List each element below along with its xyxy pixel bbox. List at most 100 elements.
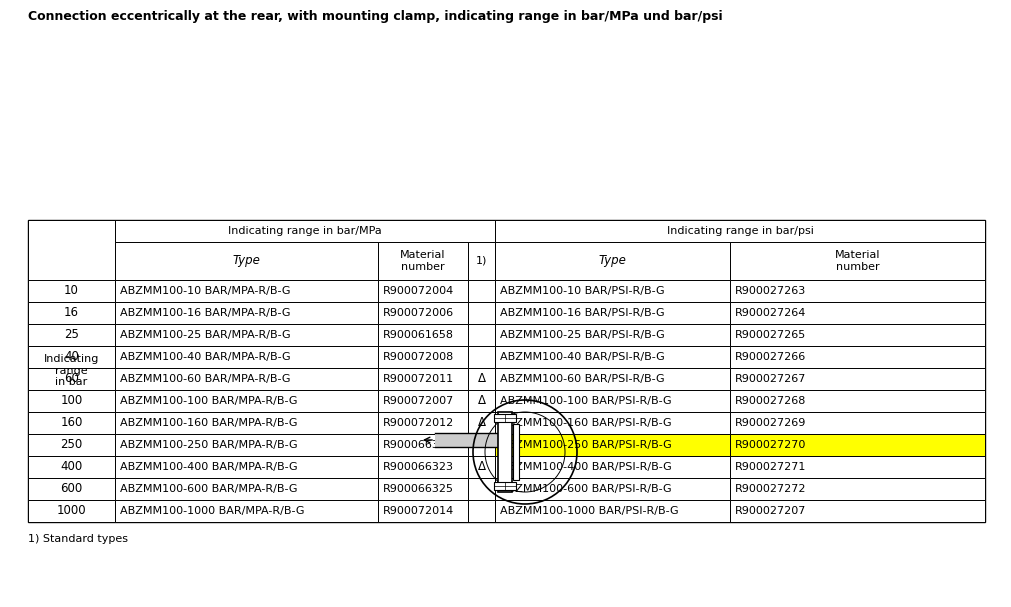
- Bar: [493, 414, 516, 422]
- Text: ABZMM100-250 BAR/PSI-R/B-G: ABZMM100-250 BAR/PSI-R/B-G: [499, 439, 671, 450]
- Bar: [28, 302, 115, 324]
- Bar: [494, 368, 729, 390]
- Bar: [115, 500, 378, 522]
- Bar: [28, 368, 115, 390]
- Bar: [115, 280, 378, 302]
- Bar: [467, 324, 494, 346]
- Bar: [467, 434, 494, 456]
- Bar: [494, 242, 729, 280]
- Text: R900072011: R900072011: [382, 374, 454, 384]
- Text: R900027269: R900027269: [734, 418, 806, 428]
- Bar: [28, 478, 115, 500]
- Text: 60: 60: [64, 372, 79, 385]
- Bar: [513, 424, 519, 480]
- Bar: [28, 324, 115, 346]
- Bar: [378, 280, 467, 302]
- Text: R900027264: R900027264: [734, 308, 806, 317]
- Text: 1) Standard types: 1) Standard types: [28, 534, 127, 544]
- Text: ABZMM100-60 BAR/PSI-R/B-G: ABZMM100-60 BAR/PSI-R/B-G: [499, 374, 664, 384]
- Text: ABZMM100-600 BAR/PSI-R/B-G: ABZMM100-600 BAR/PSI-R/B-G: [499, 484, 671, 493]
- Text: 25: 25: [64, 328, 79, 341]
- Bar: [494, 346, 729, 368]
- Text: Type: Type: [598, 254, 626, 267]
- Text: 400: 400: [61, 460, 83, 473]
- Bar: [729, 500, 984, 522]
- Bar: [28, 220, 984, 522]
- Text: ABZMM100-25 BAR/MPA-R/B-G: ABZMM100-25 BAR/MPA-R/B-G: [120, 330, 290, 340]
- Text: 100: 100: [61, 394, 83, 407]
- Bar: [28, 500, 115, 522]
- Text: ABZMM100-160 BAR/MPA-R/B-G: ABZMM100-160 BAR/MPA-R/B-G: [120, 418, 297, 428]
- Text: R900027207: R900027207: [734, 506, 806, 516]
- Text: R900027266: R900027266: [734, 351, 806, 362]
- Bar: [28, 280, 115, 302]
- Text: Δ: Δ: [477, 438, 485, 451]
- Bar: [729, 242, 984, 280]
- Text: ABZMM100-600 BAR/MPA-R/B-G: ABZMM100-600 BAR/MPA-R/B-G: [120, 484, 297, 493]
- Bar: [378, 242, 467, 280]
- Bar: [494, 500, 729, 522]
- Text: R900072012: R900072012: [382, 418, 454, 428]
- Text: Connection eccentrically at the rear, with mounting clamp, indicating range in b: Connection eccentrically at the rear, wi…: [28, 10, 722, 24]
- Bar: [28, 434, 115, 456]
- Text: ABZMM100-16 BAR/MPA-R/B-G: ABZMM100-16 BAR/MPA-R/B-G: [120, 308, 290, 317]
- Bar: [28, 346, 115, 368]
- Text: Material
number: Material number: [400, 250, 445, 271]
- Text: R900027263: R900027263: [734, 286, 806, 296]
- Text: R900066325: R900066325: [382, 484, 454, 493]
- Bar: [378, 302, 467, 324]
- Bar: [115, 220, 494, 242]
- Text: Δ: Δ: [477, 394, 485, 407]
- Text: 600: 600: [61, 482, 83, 495]
- Bar: [467, 280, 494, 302]
- Bar: [115, 412, 378, 434]
- Bar: [729, 302, 984, 324]
- Bar: [115, 302, 378, 324]
- Bar: [467, 242, 494, 280]
- Text: ABZMM100-40 BAR/MPA-R/B-G: ABZMM100-40 BAR/MPA-R/B-G: [120, 351, 290, 362]
- Bar: [729, 434, 984, 456]
- Bar: [28, 456, 115, 478]
- Text: ABZMM100-60 BAR/MPA-R/B-G: ABZMM100-60 BAR/MPA-R/B-G: [120, 374, 290, 384]
- Bar: [729, 346, 984, 368]
- Bar: [378, 368, 467, 390]
- Text: 160: 160: [61, 416, 83, 429]
- Text: ABZMM100-10 BAR/PSI-R/B-G: ABZMM100-10 BAR/PSI-R/B-G: [499, 286, 664, 296]
- Text: 1): 1): [475, 256, 486, 266]
- Bar: [28, 412, 115, 434]
- Bar: [115, 478, 378, 500]
- Bar: [378, 346, 467, 368]
- Bar: [115, 324, 378, 346]
- Text: Δ: Δ: [477, 416, 485, 429]
- Text: R900072007: R900072007: [382, 396, 454, 405]
- Bar: [467, 346, 494, 368]
- Text: R900027272: R900027272: [734, 484, 806, 493]
- Text: ABZMM100-16 BAR/PSI-R/B-G: ABZMM100-16 BAR/PSI-R/B-G: [499, 308, 664, 317]
- Text: R900072014: R900072014: [382, 506, 454, 516]
- Text: ABZMM100-100 BAR/PSI-R/B-G: ABZMM100-100 BAR/PSI-R/B-G: [499, 396, 671, 405]
- Bar: [729, 456, 984, 478]
- Text: Indicating range in bar/MPa: Indicating range in bar/MPa: [227, 226, 381, 236]
- Text: 250: 250: [61, 438, 83, 451]
- Text: ABZMM100-250 BAR/MPA-R/B-G: ABZMM100-250 BAR/MPA-R/B-G: [120, 439, 297, 450]
- Bar: [494, 390, 729, 412]
- Bar: [115, 242, 378, 280]
- Bar: [115, 368, 378, 390]
- Bar: [494, 324, 729, 346]
- Bar: [115, 456, 378, 478]
- Text: ABZMM100-10 BAR/MPA-R/B-G: ABZMM100-10 BAR/MPA-R/B-G: [120, 286, 290, 296]
- Text: Material
number: Material number: [834, 250, 880, 271]
- Text: R900027271: R900027271: [734, 462, 806, 472]
- Text: R900066323: R900066323: [382, 462, 454, 472]
- Bar: [729, 368, 984, 390]
- Text: 10: 10: [64, 284, 79, 297]
- Bar: [378, 412, 467, 434]
- Bar: [378, 324, 467, 346]
- Bar: [494, 456, 729, 478]
- Text: Indicating
range
in bar: Indicating range in bar: [43, 354, 99, 387]
- Text: R900027268: R900027268: [734, 396, 806, 405]
- Text: ABZMM100-400 BAR/PSI-R/B-G: ABZMM100-400 BAR/PSI-R/B-G: [499, 462, 671, 472]
- Bar: [467, 390, 494, 412]
- Bar: [729, 412, 984, 434]
- Text: Type: Type: [233, 254, 260, 267]
